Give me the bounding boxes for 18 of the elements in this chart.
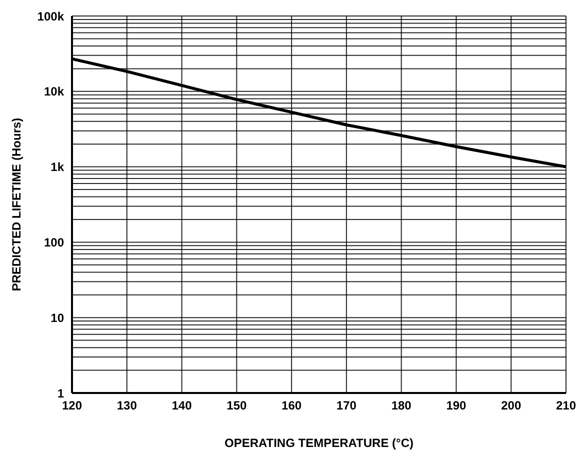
x-tick-label: 210 bbox=[556, 398, 576, 413]
y-tick-label: 10 bbox=[50, 310, 64, 325]
y-tick-label: 1 bbox=[57, 386, 64, 400]
x-tick-label: 160 bbox=[282, 398, 302, 413]
x-tick-label: 150 bbox=[226, 398, 247, 413]
y-tick-label: 10k bbox=[44, 84, 64, 99]
x-tick-label: 120 bbox=[62, 398, 82, 413]
y-tick-label: 100k bbox=[37, 9, 64, 24]
y-axis-title: PREDICTED LIFETIME (Hours) bbox=[9, 118, 24, 292]
x-tick-label: 200 bbox=[501, 398, 522, 413]
x-tick-label: 140 bbox=[172, 398, 192, 413]
y-tick-label: 1k bbox=[50, 160, 64, 174]
x-tick-label: 170 bbox=[336, 398, 357, 413]
x-tick-label: 130 bbox=[116, 398, 138, 413]
y-tick-label: 100 bbox=[44, 235, 64, 250]
x-axis-title: OPERATING TEMPERATURE (°C) bbox=[224, 436, 414, 450]
x-tick-label: 190 bbox=[446, 398, 467, 413]
x-tick-label: 180 bbox=[391, 398, 412, 413]
